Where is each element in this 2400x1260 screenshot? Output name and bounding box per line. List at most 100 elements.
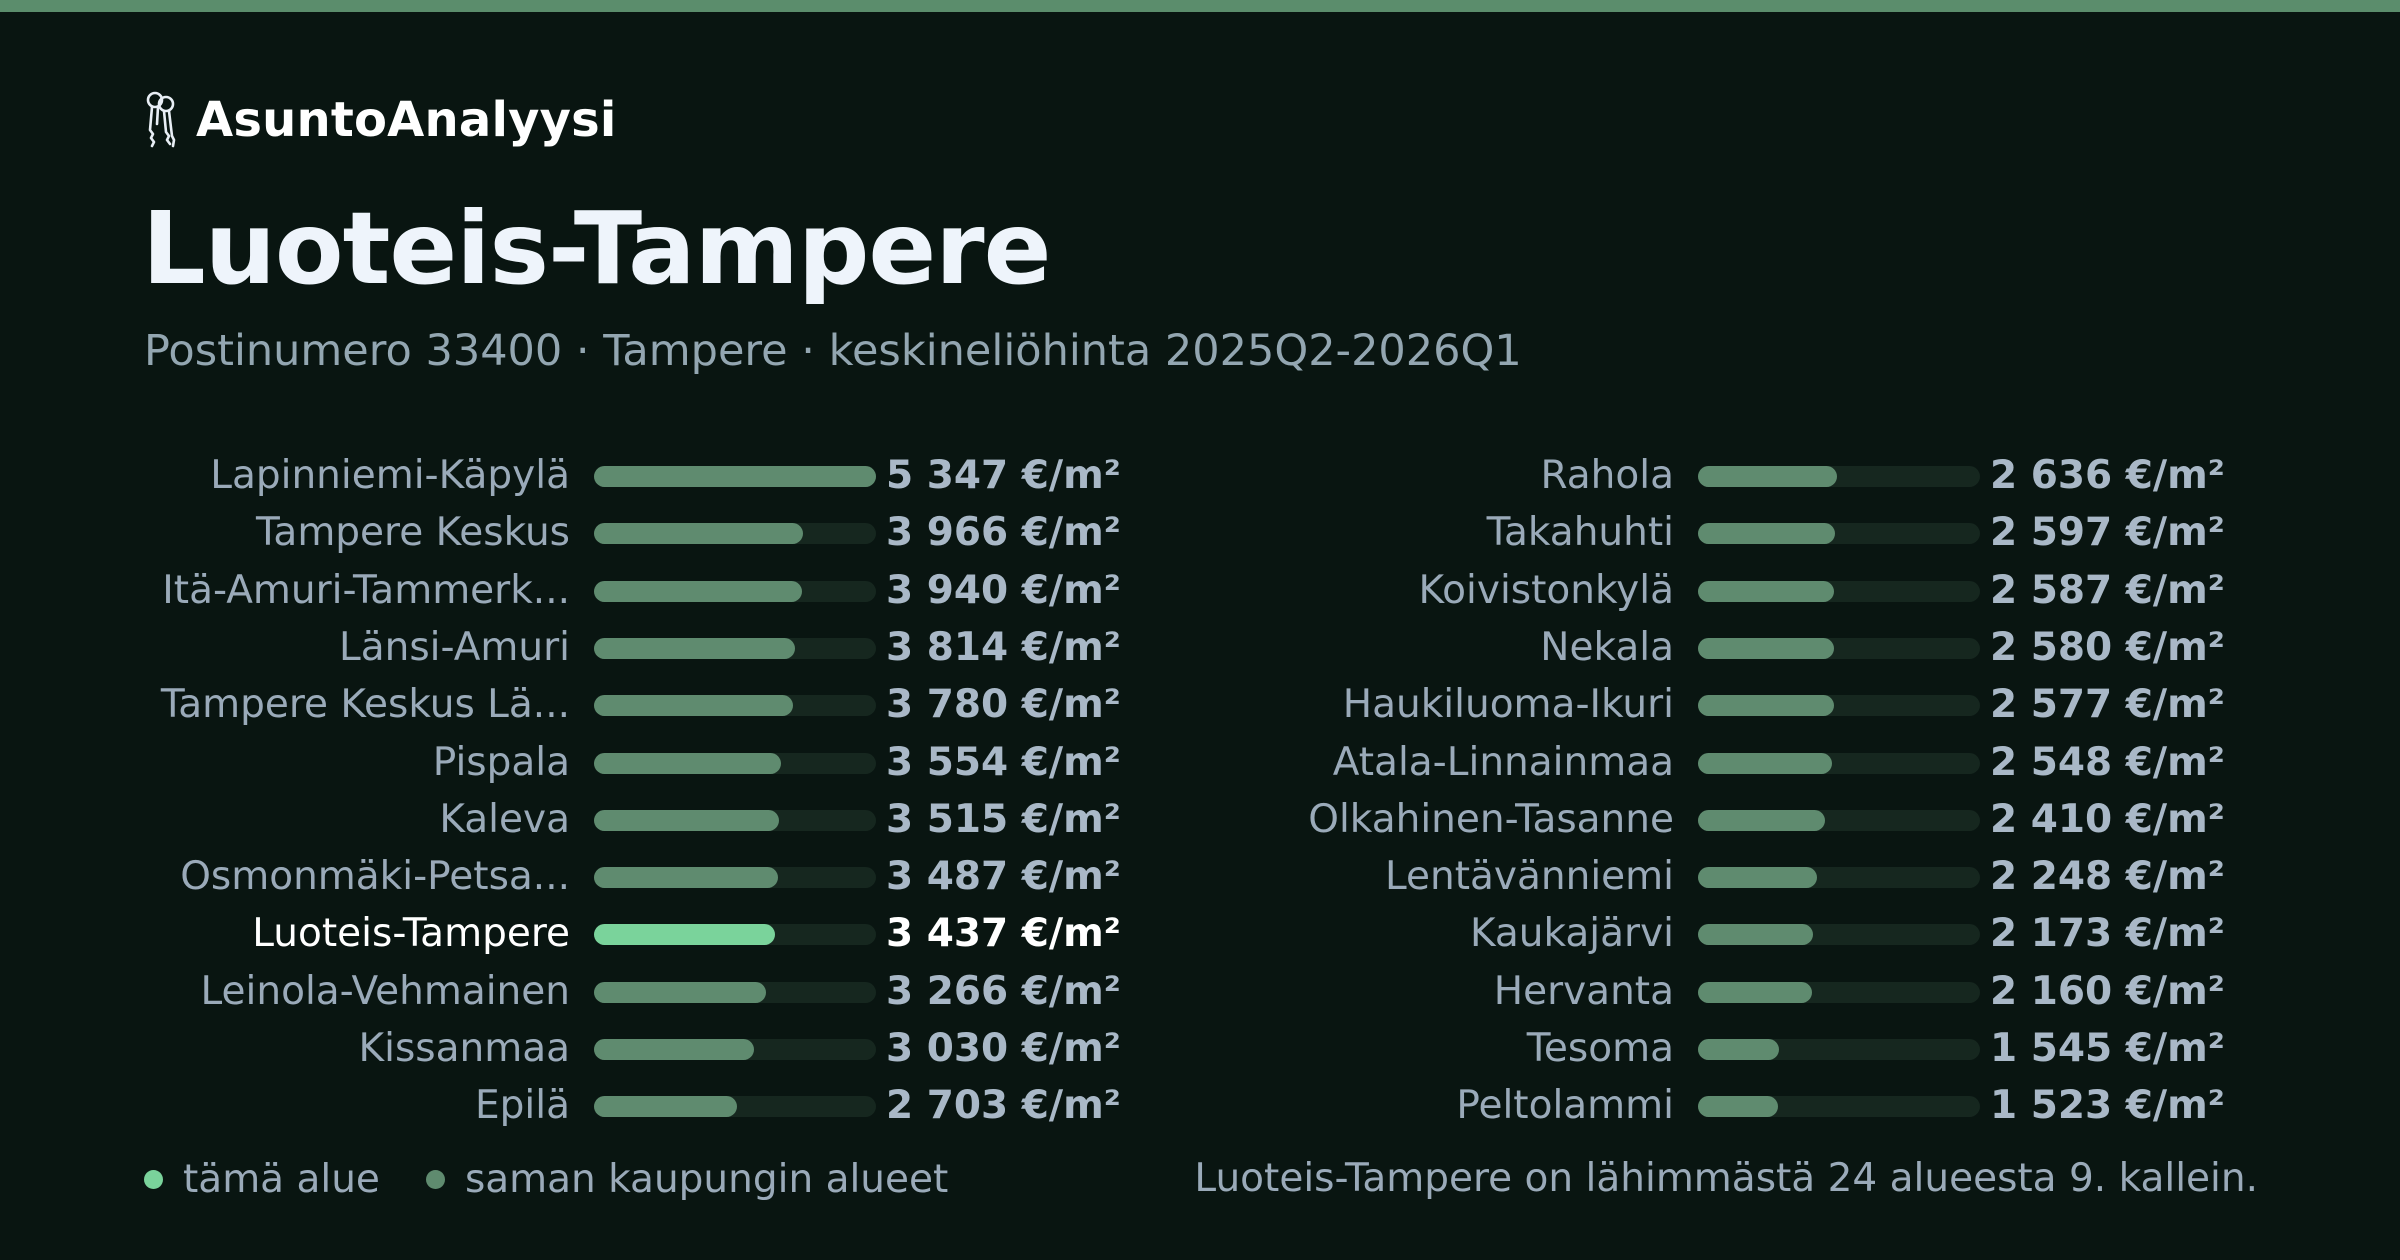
bar-label: Peltolammi	[1456, 1083, 1674, 1129]
bar-label: Kaukajärvi	[1470, 911, 1674, 957]
bar-track	[1698, 981, 1980, 1003]
bar	[594, 523, 803, 545]
bar-track	[1698, 1096, 1980, 1118]
bar-label: Lentävänniemi	[1384, 854, 1674, 900]
bar-label: Luoteis-Tampere	[252, 911, 570, 957]
bar-value-label: 2 173 €/m²	[1990, 911, 2225, 957]
bar-track	[594, 1096, 876, 1118]
legend-item-same-city: saman kaupungin alueet	[425, 1157, 948, 1202]
bar-label: Takahuhti	[1486, 510, 1674, 556]
bar-value-label: 1 545 €/m²	[1990, 1026, 2225, 1071]
bar-label: Tesoma	[1526, 1026, 1674, 1071]
bar-value-label: 2 548 €/m²	[1990, 739, 2225, 785]
bar-label: Lapinniemi-Käpylä	[210, 453, 570, 498]
bar-row: Pispala 3 554 €/m²	[146, 736, 1121, 790]
bar-value-label: 1 523 €/m²	[1990, 1083, 2225, 1129]
page-subtitle: Postinumero 33400 · Tampere · keskineliö…	[144, 326, 1522, 376]
bar-value-label: 3 487 €/m²	[886, 854, 1121, 900]
bar-value-label: 3 515 €/m²	[886, 796, 1121, 842]
bar-value-label: 2 587 €/m²	[1990, 567, 2225, 613]
bar-label: Tampere Keskus	[256, 510, 570, 556]
page-title: Luoteis-Tampere	[142, 190, 1051, 307]
bar	[594, 466, 876, 487]
legend-item-this-area: tämä alue	[144, 1157, 380, 1202]
bar-row: Kaukajärvi 2 173 €/m²	[1250, 907, 2225, 961]
bar-value-label: 3 780 €/m²	[886, 682, 1121, 728]
bar-row: Osmonmäki-Petsa... 3 487 €/m²	[146, 850, 1121, 904]
keys-icon	[146, 91, 176, 148]
bar-label: Olkahinen-Tasanne	[1308, 796, 1674, 842]
bar	[594, 752, 781, 774]
bar-row: Tampere Keskus Lä... 3 780 €/m²	[146, 678, 1121, 732]
bar-row: Kissanmaa 3 030 €/m²	[146, 1022, 1121, 1076]
bar	[594, 580, 802, 602]
bar-label: Atala-Linnainmaa	[1332, 739, 1674, 785]
bar	[1698, 637, 1834, 659]
bar-row: Peltolammi 1 523 €/m²	[1250, 1079, 2225, 1133]
bar-track	[1698, 637, 1980, 659]
bar	[1698, 809, 1825, 831]
bar-track	[594, 695, 876, 717]
bar-label: Tampere Keskus Lä...	[160, 682, 570, 728]
bar	[594, 1039, 754, 1060]
bar-row: Tesoma 1 545 €/m²	[1250, 1022, 2225, 1076]
bar	[594, 1096, 737, 1118]
bar-track	[1698, 466, 1980, 487]
legend-dot-default	[425, 1169, 445, 1189]
bar-row: Atala-Linnainmaa 2 548 €/m²	[1250, 736, 2225, 790]
bar-value-label: 2 160 €/m²	[1990, 968, 2225, 1014]
bar-value-label: 3 030 €/m²	[886, 1026, 1121, 1071]
bar-row: Lapinniemi-Käpylä 5 347 €/m²	[146, 449, 1121, 503]
bar-label: Pispala	[432, 739, 570, 785]
bar-track	[1698, 924, 1980, 946]
bar-track	[1698, 867, 1980, 889]
bar	[1698, 580, 1834, 602]
bar-track	[594, 752, 876, 774]
bar-row: Kaleva 3 515 €/m²	[146, 793, 1121, 847]
bar-row: Olkahinen-Tasanne 2 410 €/m²	[1250, 793, 2225, 847]
bar	[1698, 924, 1813, 946]
bar-row: Haukiluoma-Ikuri 2 577 €/m²	[1250, 678, 2225, 732]
bar-track	[594, 809, 876, 831]
bar-track	[594, 1039, 876, 1060]
bar	[1698, 523, 1835, 545]
bar-value-label: 2 636 €/m²	[1990, 453, 2225, 498]
bar-value-label: 2 703 €/m²	[886, 1083, 1121, 1129]
bar-label: Itä-Amuri-Tammerk...	[162, 567, 570, 613]
bar-track	[594, 924, 876, 946]
bar	[594, 809, 779, 831]
bar-track	[594, 981, 876, 1003]
brand: AsuntoAnalyysi	[144, 88, 617, 152]
bar-track	[1698, 580, 1980, 602]
bar-value-label: 2 410 €/m²	[1990, 796, 2225, 842]
bar-row: Takahuhti 2 597 €/m²	[1250, 506, 2225, 560]
bar-track	[594, 867, 876, 889]
legend-dot-highlight	[144, 1169, 163, 1189]
bar-row: Länsi-Amuri 3 814 €/m²	[146, 621, 1121, 675]
bar-label: Hervanta	[1493, 968, 1674, 1014]
bar	[1698, 867, 1817, 889]
bar-label: Leinola-Vehmainen	[200, 968, 571, 1014]
bar-label: Osmonmäki-Petsa...	[180, 854, 570, 900]
bar	[594, 695, 793, 717]
bar-row: Hervanta 2 160 €/m²	[1250, 965, 2225, 1019]
bar-track	[594, 637, 876, 659]
bar-value-label: 2 580 €/m²	[1990, 624, 2225, 670]
bar-track	[594, 466, 876, 487]
bar-row: Lentävänniemi 2 248 €/m²	[1250, 850, 2225, 904]
bar-value-label: 2 577 €/m²	[1990, 682, 2225, 728]
bar-value-label: 3 940 €/m²	[886, 567, 1121, 613]
bar-row: Epilä 2 703 €/m²	[146, 1079, 1121, 1133]
bar-label: Nekala	[1540, 624, 1674, 670]
bar-value-label: 5 347 €/m²	[886, 453, 1121, 498]
legend-label-this-area: tämä alue	[183, 1156, 380, 1202]
bar-track	[1698, 1039, 1980, 1060]
bar-track	[1698, 523, 1980, 545]
bar-label: Koivistonkylä	[1418, 567, 1674, 613]
bar-row: Koivistonkylä 2 587 €/m²	[1250, 564, 2225, 618]
bar-value-label: 3 966 €/m²	[886, 510, 1121, 556]
bar	[1698, 466, 1837, 487]
bar	[1698, 752, 1832, 774]
bar	[594, 924, 775, 946]
bar-label: Haukiluoma-Ikuri	[1342, 682, 1674, 728]
